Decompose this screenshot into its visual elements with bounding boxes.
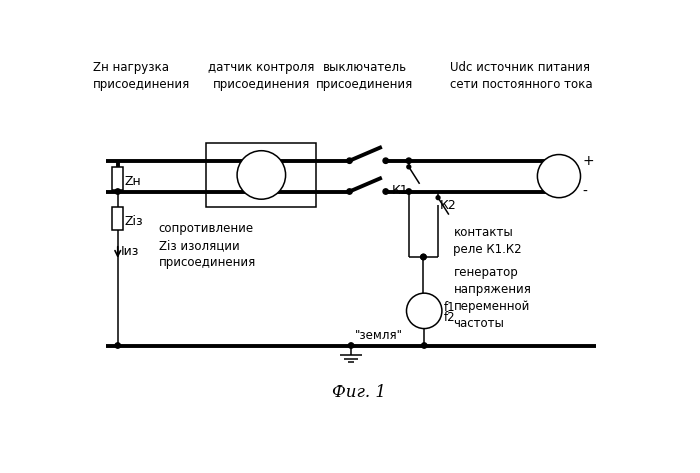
- Text: сопротивление
Ziз изоляции
присоединения: сопротивление Ziз изоляции присоединения: [158, 222, 256, 269]
- Text: f2: f2: [444, 310, 455, 324]
- Text: Uac: Uac: [413, 304, 435, 317]
- Circle shape: [349, 343, 354, 348]
- Bar: [112, 207, 123, 230]
- Text: "земля": "земля": [355, 329, 403, 342]
- Text: Iиз: Iиз: [121, 245, 139, 258]
- Text: датчик контроля
присоединения: датчик контроля присоединения: [208, 61, 314, 91]
- Circle shape: [407, 293, 442, 329]
- Text: -: -: [583, 184, 588, 199]
- Circle shape: [436, 196, 440, 200]
- Circle shape: [421, 343, 427, 348]
- Circle shape: [421, 254, 426, 260]
- Text: Ziз: Ziз: [125, 215, 144, 228]
- Text: Udc источник питания
сети постоянного тока: Udc источник питания сети постоянного то…: [449, 61, 592, 91]
- Circle shape: [346, 189, 352, 194]
- Text: f1: f1: [444, 301, 455, 314]
- Circle shape: [383, 158, 389, 163]
- Circle shape: [383, 189, 389, 194]
- Text: К2: К2: [440, 199, 456, 212]
- Circle shape: [115, 343, 120, 348]
- Circle shape: [406, 158, 412, 163]
- Text: Zн: Zн: [125, 175, 141, 188]
- Text: выключатель
присоединения: выключатель присоединения: [316, 61, 414, 91]
- Text: контакты
реле К1.К2: контакты реле К1.К2: [454, 226, 522, 256]
- Text: +: +: [583, 154, 594, 168]
- Circle shape: [115, 189, 120, 194]
- Circle shape: [407, 165, 411, 169]
- Bar: [112, 167, 123, 190]
- Text: Zн нагрузка
присоединения: Zн нагрузка присоединения: [93, 61, 190, 91]
- Circle shape: [421, 254, 426, 260]
- Text: К1: К1: [392, 184, 409, 197]
- Circle shape: [237, 151, 286, 199]
- Circle shape: [406, 189, 412, 194]
- Text: Фиг. 1: Фиг. 1: [332, 384, 386, 401]
- Text: генератор
напряжения
переменной
частоты: генератор напряжения переменной частоты: [454, 266, 531, 330]
- Text: Udc: Udc: [547, 170, 571, 183]
- Circle shape: [346, 158, 352, 163]
- Bar: [206, 143, 316, 207]
- Circle shape: [538, 155, 580, 198]
